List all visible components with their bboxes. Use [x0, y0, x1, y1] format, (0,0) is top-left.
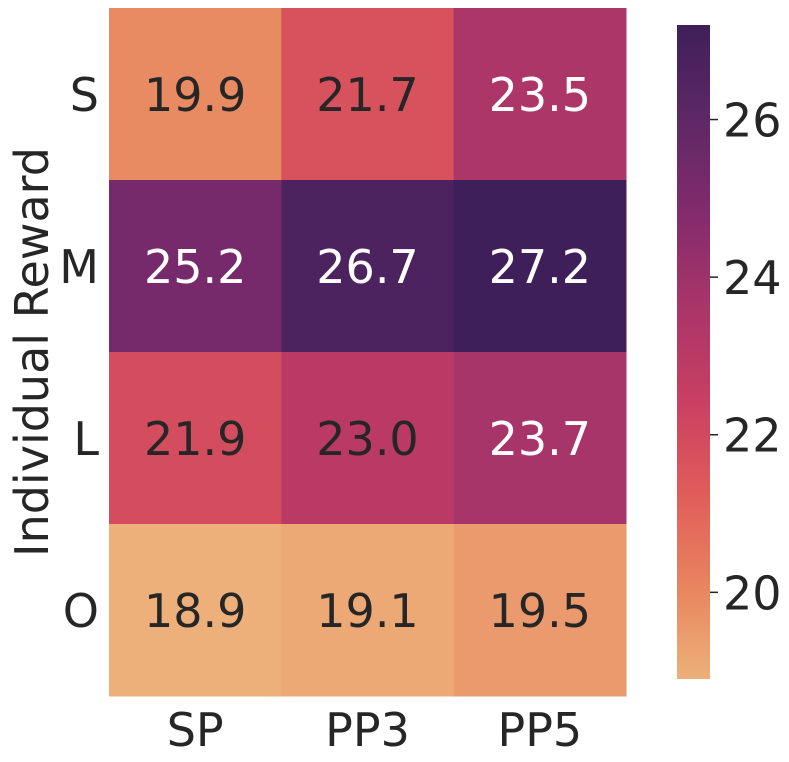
heatmap-cell: [109, 524, 282, 697]
cell-value-label: 19.5: [489, 584, 591, 638]
x-tick-label: SP: [167, 703, 224, 757]
heatmap-cell: [109, 180, 282, 353]
heatmap-cell: [453, 180, 627, 353]
heatmap-cell: [453, 524, 627, 697]
colorbar-tick-label: 26: [723, 94, 782, 148]
cell-value-label: 26.7: [316, 240, 418, 294]
heatmap-cell: [109, 352, 282, 525]
y-tick-label: S: [70, 68, 99, 122]
y-tick-labels: S M L O: [59, 68, 99, 638]
y-tick-label: M: [59, 240, 99, 294]
y-axis-label: Individual Reward: [5, 147, 59, 557]
cell-value-label: 25.2: [144, 240, 246, 294]
x-tick-label: PP3: [325, 703, 410, 757]
heatmap-cell: [109, 8, 282, 181]
x-tick-labels: SP PP3 PP5: [167, 703, 583, 757]
heatmap-cells: [109, 8, 627, 697]
heatmap-cell: [281, 8, 455, 181]
cell-value-labels: 19.9 21.7 23.5 25.2 26.7 27.2 21.9 23.0 23.7 18.9…: [144, 68, 591, 638]
heatmap-cell: [281, 180, 455, 353]
cell-value-label: 23.7: [489, 412, 591, 466]
heatmap-cell: [281, 524, 455, 697]
colorbar-tick-label: 22: [723, 409, 782, 463]
heatmap-cell: [453, 8, 627, 181]
cell-value-label: 21.9: [144, 412, 246, 466]
colorbar-tick-label: 24: [723, 251, 782, 305]
cell-value-label: 23.0: [316, 412, 418, 466]
cell-value-label: 19.1: [316, 584, 418, 638]
cell-value-label: 18.9: [144, 584, 246, 638]
y-tick-label: O: [63, 584, 99, 638]
cell-value-label: 21.7: [316, 68, 418, 122]
cell-value-label: 23.5: [489, 68, 591, 122]
heatmap-cell: [281, 352, 455, 525]
cell-value-label: 19.9: [144, 68, 246, 122]
heatmap-cell: [453, 352, 627, 525]
y-tick-label: L: [73, 412, 99, 466]
x-tick-label: PP5: [497, 703, 582, 757]
cell-value-label: 27.2: [489, 240, 591, 294]
colorbar: [677, 25, 710, 679]
colorbar-ticks: 20 22 24 26: [710, 94, 782, 620]
colorbar-tick-label: 20: [723, 566, 782, 620]
